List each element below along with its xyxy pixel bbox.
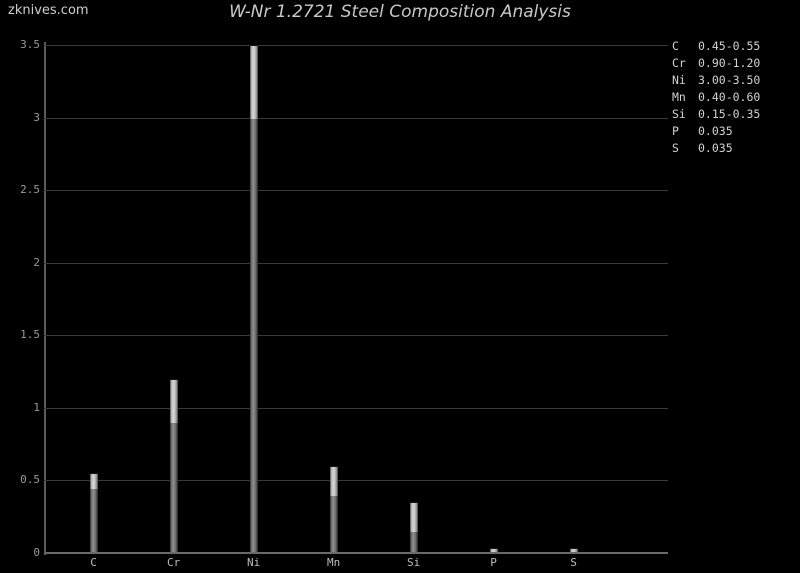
- bar-range-segment: [409, 503, 418, 533]
- y-axis-tick-label: 0: [33, 546, 40, 559]
- y-axis-tick-label: 2.5: [20, 183, 40, 197]
- y-axis-tick-labels: 0 0.5 1 1.5 2 2.5 3 3.5: [0, 38, 42, 559]
- legend-element-symbol: Si: [672, 107, 686, 121]
- legend: C 0.45-0.55 Cr 0.90-1.20 Ni 3.00-3.50 Mn 0.40-0…: [672, 38, 760, 157]
- legend-element-value: 0.40-0.60: [698, 90, 761, 104]
- legend-element-value: 0.45-0.55: [698, 39, 761, 53]
- y-axis-tick-label: 1.5: [20, 328, 40, 342]
- bar-p: [489, 547, 498, 554]
- gridline: [44, 407, 668, 409]
- legend-row-cr: Cr 0.90-1.20: [672, 55, 760, 72]
- legend-element-value: 0.035: [698, 141, 733, 155]
- chart-title: W-Nr 1.2721 Steel Composition Analysis: [229, 2, 571, 22]
- legend-element-symbol: S: [672, 141, 679, 155]
- site-watermark: zknives.com: [8, 3, 89, 18]
- legend-element-value: 0.15-0.35: [698, 107, 761, 121]
- bar-range-segment: [89, 474, 98, 489]
- bar-cr: [169, 378, 178, 553]
- bar-c: [89, 473, 98, 553]
- bar-range-segment: [249, 46, 258, 119]
- legend-row-si: Si 0.15-0.35: [672, 106, 760, 123]
- legend-element-symbol: C: [672, 39, 679, 53]
- y-axis-tick-label: 0.5: [20, 473, 40, 487]
- bar-s: [569, 547, 578, 554]
- legend-element-symbol: P: [672, 124, 679, 138]
- bar-ni: [249, 45, 258, 553]
- legend-row-p: P 0.035: [672, 123, 760, 140]
- x-axis-tick-label-c: C: [90, 556, 97, 569]
- gridline: [44, 480, 668, 482]
- x-axis-tick-label-ni: Ni: [246, 556, 261, 569]
- legend-element-symbol: Mn: [672, 90, 686, 104]
- gridline: [44, 117, 668, 119]
- x-axis-line: [44, 552, 668, 554]
- legend-row-ni: Ni 3.00-3.50: [672, 72, 760, 89]
- x-axis-tick-label-p: P: [490, 556, 497, 569]
- gridline: [44, 190, 668, 192]
- bar-range-segment: [489, 548, 498, 554]
- bar-si: [409, 502, 418, 553]
- legend-row-s: S 0.035: [672, 140, 760, 157]
- y-axis-tick-label: 3.5: [20, 38, 40, 51]
- gridline: [44, 262, 668, 264]
- bar-mn: [329, 465, 338, 553]
- y-axis-tick-label: 2: [33, 255, 40, 269]
- legend-element-symbol: Cr: [672, 56, 686, 70]
- legend-element-value: 0.035: [698, 124, 733, 138]
- plot-area: [44, 45, 668, 554]
- legend-element-value: 0.90-1.20: [698, 56, 761, 70]
- legend-row-mn: Mn 0.40-0.60: [672, 89, 760, 106]
- legend-element-symbol: Ni: [672, 73, 686, 87]
- bar-range-segment: [169, 379, 178, 424]
- gridline: [44, 45, 668, 46]
- x-axis-tick-label-mn: Mn: [326, 556, 341, 569]
- y-axis-tick-label: 1: [33, 400, 40, 414]
- y-axis-line: [44, 42, 46, 555]
- y-axis-tick-label: 3: [33, 110, 40, 124]
- legend-row-c: C 0.45-0.55: [672, 38, 760, 55]
- bar-range-segment: [329, 466, 338, 496]
- bar-range-segment: [569, 548, 578, 554]
- x-axis-tick-label-s: S: [570, 556, 577, 569]
- x-axis-tick-label-si: Si: [406, 556, 421, 569]
- x-axis-tick-label-cr: Cr: [166, 556, 181, 569]
- gridline: [44, 335, 668, 337]
- legend-element-value: 3.00-3.50: [698, 73, 761, 87]
